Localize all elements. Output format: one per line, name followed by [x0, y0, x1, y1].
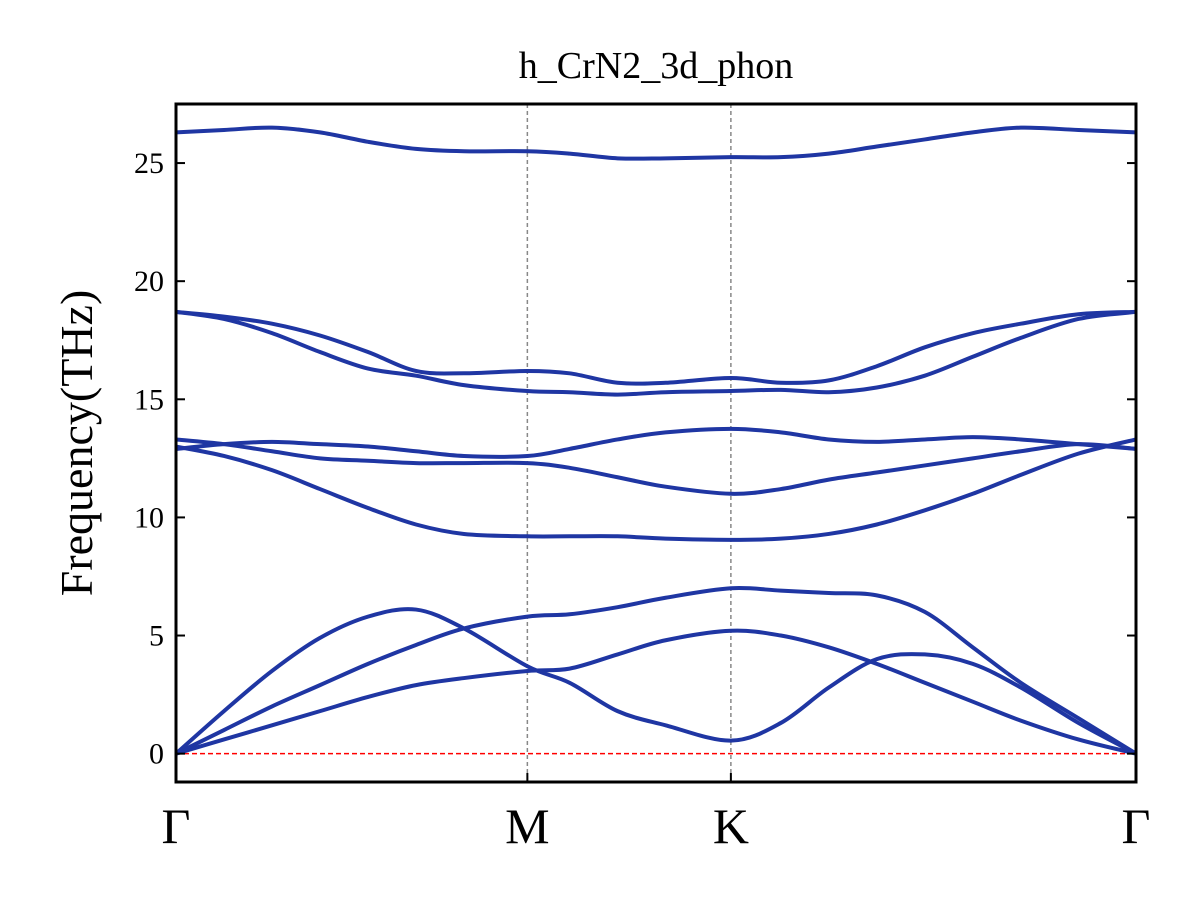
band-line-8 [176, 309, 1136, 386]
kpoint-lines-layer [526, 104, 732, 782]
y-tick-label: 15 [134, 383, 164, 416]
band-line-4 [176, 437, 1136, 542]
band-line-1 [176, 628, 1136, 756]
axis-ticks-layer: 0 5 10 15 20 25 Γ M K Γ [134, 147, 1150, 854]
band-line-2 [176, 586, 1136, 756]
x-tick-label-2: K [713, 798, 749, 854]
phonon-bands-layer [176, 125, 1136, 756]
y-tick-label: 0 [149, 738, 164, 771]
x-tick-label-3: Γ [1122, 798, 1151, 854]
band-line-5 [176, 437, 1136, 496]
plot-frame [174, 102, 1138, 784]
band-line-9 [176, 125, 1136, 161]
y-tick-label: 25 [134, 147, 164, 180]
x-tick-label-1: M [505, 798, 549, 854]
band-line-3 [176, 607, 1136, 756]
band-line-7 [176, 309, 1136, 397]
band-line-6 [176, 426, 1136, 459]
y-axis-label: Frequency(THz) [51, 290, 102, 597]
y-tick-label: 5 [149, 620, 164, 653]
y-tick-label: 10 [134, 501, 164, 534]
chart-title: h_CrN2_3d_phon [519, 45, 793, 87]
x-tick-label-0: Γ [162, 798, 191, 854]
y-tick-label: 20 [134, 265, 164, 298]
